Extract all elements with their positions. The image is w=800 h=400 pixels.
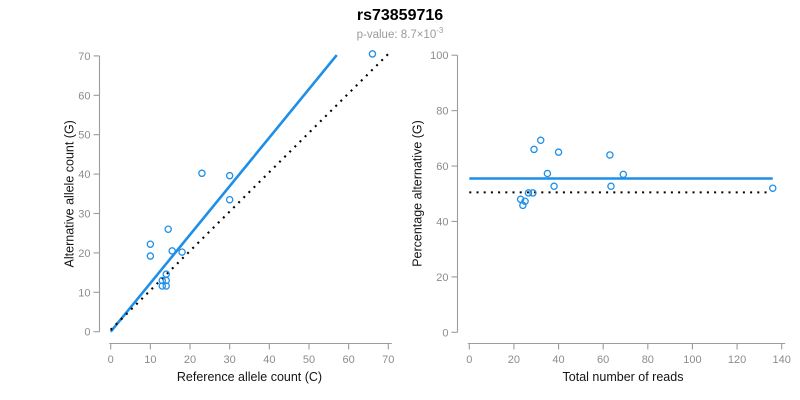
data-point bbox=[368, 50, 377, 58]
data-point bbox=[543, 169, 552, 178]
data-point bbox=[619, 170, 628, 179]
pvalue-exponent: -3 bbox=[436, 26, 444, 35]
right-plot-y-axis-title: Percentage alternative (G) bbox=[411, 120, 425, 267]
data-point bbox=[225, 195, 234, 204]
y-tick-label: 40 bbox=[436, 216, 448, 228]
identity-line bbox=[109, 53, 390, 331]
pvalue-text: p-value: 8.7×10 bbox=[356, 28, 437, 41]
data-point bbox=[524, 189, 533, 197]
y-tick-label: 60 bbox=[436, 161, 448, 173]
chart-subtitle: p-value: 8.7×10-3 bbox=[0, 26, 800, 41]
x-tick-label: 40 bbox=[263, 354, 275, 366]
data-point bbox=[536, 136, 545, 145]
x-tick-label: 60 bbox=[597, 354, 609, 366]
data-point bbox=[168, 247, 176, 255]
x-tick-label: 0 bbox=[466, 354, 472, 366]
data-point bbox=[225, 171, 234, 180]
y-tick-label: 80 bbox=[436, 106, 448, 118]
y-tick-label: 70 bbox=[78, 51, 90, 63]
data-point bbox=[158, 282, 167, 290]
x-tick-label: 100 bbox=[683, 354, 701, 366]
y-tick-label: 10 bbox=[78, 287, 90, 299]
data-point bbox=[607, 182, 615, 191]
data-point bbox=[164, 225, 172, 234]
right-plot: 0 20 40 60 80 100 0 20 40 60 80 100 120 140 bbox=[430, 50, 791, 366]
y-tick-label: 0 bbox=[442, 327, 448, 339]
left-plot-y-axis-title: Alternative allele count (G) bbox=[63, 120, 77, 267]
y-tick-label: 50 bbox=[78, 130, 90, 142]
x-tick-label: 0 bbox=[108, 354, 114, 366]
data-point bbox=[198, 169, 206, 178]
data-point bbox=[146, 252, 155, 260]
data-point bbox=[521, 197, 529, 205]
data-point bbox=[162, 282, 170, 290]
data-point bbox=[550, 182, 558, 191]
data-point bbox=[769, 184, 777, 192]
x-tick-label: 20 bbox=[508, 354, 520, 366]
x-tick-label: 10 bbox=[144, 354, 156, 366]
y-tick-label: 100 bbox=[430, 50, 448, 62]
x-tick-label: 120 bbox=[728, 354, 746, 366]
data-point bbox=[530, 145, 538, 154]
x-tick-label: 20 bbox=[184, 354, 196, 366]
data-point bbox=[178, 248, 186, 256]
y-tick-label: 0 bbox=[84, 327, 90, 339]
x-tick-label: 70 bbox=[382, 354, 394, 366]
chart-title: rs73859716 bbox=[356, 7, 444, 24]
x-tick-label: 30 bbox=[224, 354, 236, 366]
x-tick-label: 60 bbox=[343, 354, 355, 366]
x-tick-label: 40 bbox=[552, 354, 564, 366]
left-plot-x-axis-title: Reference allele count (C) bbox=[177, 370, 322, 384]
data-point bbox=[554, 148, 563, 156]
y-tick-label: 60 bbox=[78, 90, 90, 102]
data-point bbox=[162, 270, 170, 278]
data-point bbox=[606, 151, 614, 159]
y-tick-label: 40 bbox=[78, 169, 90, 181]
data-point bbox=[529, 189, 537, 197]
y-tick-label: 20 bbox=[78, 248, 90, 260]
regression-line bbox=[109, 54, 338, 333]
left-plot: 0 10 20 30 40 50 60 70 0 10 20 30 40 50 60 70 bbox=[78, 50, 394, 366]
data-point bbox=[146, 240, 155, 248]
x-tick-label: 140 bbox=[773, 354, 791, 366]
x-tick-label: 50 bbox=[303, 354, 315, 366]
data-point bbox=[519, 201, 527, 210]
data-point bbox=[162, 276, 170, 285]
y-tick-label: 30 bbox=[78, 209, 90, 221]
data-point bbox=[158, 276, 167, 285]
x-tick-label: 80 bbox=[642, 354, 654, 366]
right-plot-x-axis-title: Total number of reads bbox=[563, 370, 684, 384]
plots-layer: 0 10 20 30 40 50 60 70 0 10 20 30 40 50 60 70 0 20 40 60 80 1… bbox=[78, 50, 791, 366]
y-tick-label: 20 bbox=[436, 272, 448, 284]
